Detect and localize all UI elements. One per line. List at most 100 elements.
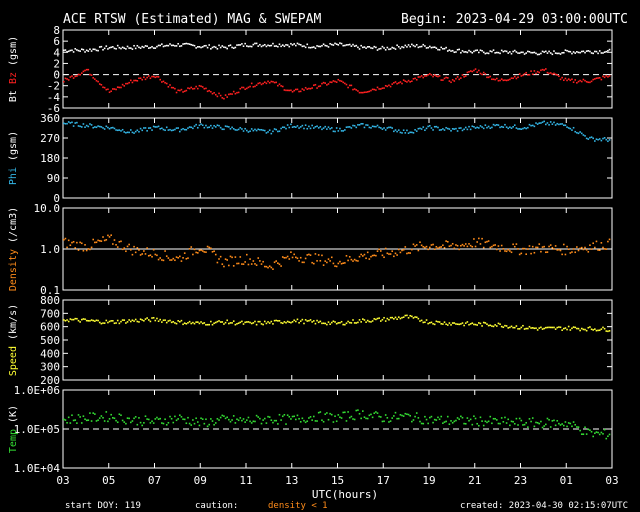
data-point xyxy=(345,126,348,129)
data-point xyxy=(442,323,444,325)
data-point xyxy=(478,424,480,427)
data-point xyxy=(298,127,300,129)
data-point xyxy=(167,129,170,131)
data-point xyxy=(362,91,364,94)
data-point xyxy=(495,51,498,54)
data-point xyxy=(402,79,405,81)
data-point xyxy=(486,76,488,79)
data-point xyxy=(453,322,456,324)
data-point xyxy=(131,131,134,134)
data-point xyxy=(504,324,506,327)
data-point xyxy=(402,248,405,251)
data-point xyxy=(420,422,423,425)
data-point xyxy=(95,79,98,82)
data-point xyxy=(237,419,240,422)
data-point xyxy=(244,261,246,263)
data-point xyxy=(210,48,212,50)
data-point xyxy=(146,130,148,132)
data-point xyxy=(450,130,452,132)
data-point xyxy=(303,322,305,325)
data-point xyxy=(438,129,441,131)
data-point xyxy=(149,320,152,323)
data-point xyxy=(562,51,565,54)
data-point xyxy=(229,44,232,46)
data-point xyxy=(157,320,160,323)
data-point xyxy=(74,48,77,50)
data-point xyxy=(406,81,408,83)
data-point xyxy=(66,122,68,125)
data-point xyxy=(347,44,349,46)
data-point xyxy=(391,417,394,419)
data-point xyxy=(152,47,155,49)
data-point xyxy=(598,433,601,436)
data-point xyxy=(131,48,134,50)
data-point xyxy=(221,321,224,323)
data-point xyxy=(100,45,103,48)
data-point xyxy=(453,128,456,130)
data-point xyxy=(605,437,608,440)
data-point xyxy=(594,246,596,249)
data-point xyxy=(432,421,434,424)
data-point xyxy=(334,415,336,418)
data-point xyxy=(549,426,552,428)
data-point xyxy=(262,44,264,47)
data-point xyxy=(82,249,85,252)
y-tick-label: 200 xyxy=(40,374,60,387)
data-point xyxy=(491,50,493,53)
data-point xyxy=(420,75,423,77)
data-point xyxy=(486,323,488,325)
data-point xyxy=(509,78,511,81)
data-point xyxy=(180,416,183,418)
data-point xyxy=(463,245,465,247)
data-point xyxy=(489,50,492,52)
data-point xyxy=(115,47,117,50)
data-point xyxy=(607,140,609,143)
data-point xyxy=(231,126,233,129)
data-point xyxy=(175,91,178,94)
data-point xyxy=(304,257,307,260)
data-point xyxy=(520,419,523,422)
data-point xyxy=(239,321,242,324)
data-point xyxy=(89,73,91,76)
data-point xyxy=(469,244,472,247)
data-point xyxy=(232,90,235,93)
data-point xyxy=(167,257,170,259)
data-point xyxy=(515,243,518,245)
data-point xyxy=(440,415,443,418)
data-point xyxy=(394,129,397,131)
data-point xyxy=(536,53,539,56)
data-point xyxy=(213,250,215,253)
data-point xyxy=(121,128,124,131)
data-point xyxy=(473,69,475,72)
data-point xyxy=(597,138,599,141)
data-point xyxy=(278,43,281,46)
data-point xyxy=(587,251,590,253)
data-point xyxy=(491,325,493,327)
data-point xyxy=(433,125,436,128)
data-point xyxy=(468,323,470,326)
data-point xyxy=(520,326,523,329)
data-point xyxy=(561,123,563,125)
data-point xyxy=(582,248,585,251)
data-point xyxy=(536,123,539,125)
data-point xyxy=(608,139,611,141)
data-point xyxy=(116,319,119,322)
data-point xyxy=(504,416,506,419)
data-point xyxy=(131,420,134,422)
data-point xyxy=(116,44,119,47)
data-point xyxy=(427,125,429,128)
data-point xyxy=(605,138,608,141)
data-point xyxy=(397,316,400,318)
data-point xyxy=(64,419,67,421)
data-point xyxy=(525,71,528,74)
data-point xyxy=(190,246,193,248)
data-point xyxy=(151,255,153,258)
data-point xyxy=(375,46,377,49)
data-point xyxy=(528,245,531,247)
data-point xyxy=(383,420,385,423)
data-point xyxy=(404,132,407,134)
data-point xyxy=(589,326,591,328)
data-point xyxy=(164,319,166,321)
data-point xyxy=(144,415,147,418)
data-point xyxy=(582,50,585,53)
